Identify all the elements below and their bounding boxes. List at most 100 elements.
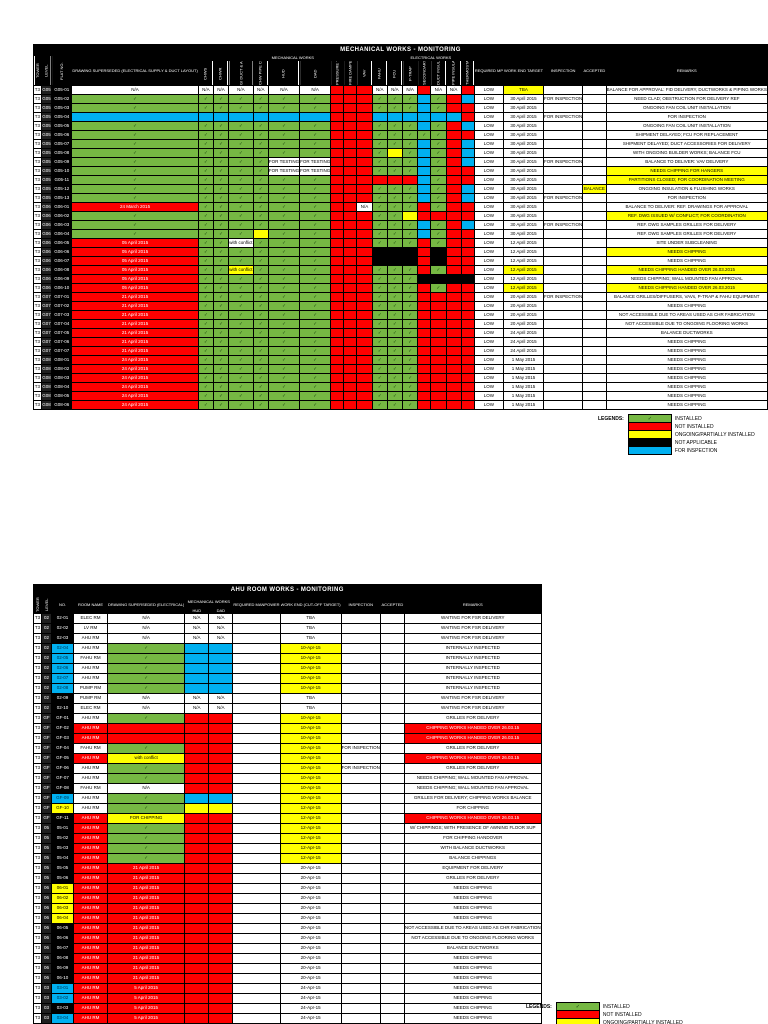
cell [445, 337, 462, 347]
cell [343, 283, 358, 293]
column-header: P-TRAP [402, 60, 418, 86]
cell: ✓ [197, 211, 214, 221]
cell [232, 663, 281, 674]
cell: AHU RM [73, 753, 108, 764]
cell [208, 853, 234, 864]
legend-bottom-label: LEGENDS: [526, 1004, 552, 1010]
cell [582, 247, 607, 257]
cell [379, 863, 405, 874]
cell: ✓ [252, 292, 269, 302]
cell: 30 April 2015 [503, 157, 545, 167]
cell [379, 703, 405, 714]
cell: 12 April 2015 [503, 265, 545, 275]
cell: INTERNALLY INSPECTED [403, 663, 542, 674]
cell [330, 166, 345, 176]
cell [232, 703, 281, 714]
cell [343, 85, 358, 95]
cell: LOW [473, 166, 505, 176]
cell [417, 319, 432, 329]
cell: AHU RM [73, 913, 108, 924]
cell [340, 803, 381, 814]
cell: BALANCE GRILLES/DIFFUSERS, VAVs, P-TRAP … [605, 292, 768, 302]
cell: ✓ [402, 364, 419, 374]
cell [208, 653, 234, 664]
cell: ✓ [402, 337, 419, 347]
cell: FOR CHIPPING [106, 813, 186, 824]
cell: ✓ [430, 283, 447, 293]
cell: T3 [33, 883, 42, 894]
cell: N/A [299, 85, 332, 95]
cell: N/A [106, 783, 186, 794]
cell: TBA [279, 623, 342, 634]
cell: LOW [473, 346, 505, 356]
ahu-room-table-wrap: AHU ROOM WORKS - MONITORING TOWER LEVEL NO.… [33, 584, 542, 1024]
cell: LOW [473, 220, 505, 230]
legend-item: ✓ INSTALLED [555, 1002, 684, 1011]
cell [445, 256, 462, 266]
cell [340, 1003, 381, 1014]
cell [208, 783, 234, 794]
cell: ✓ [402, 373, 419, 383]
cell: T3 [33, 863, 42, 874]
cell: NEEDS CHIPPING [605, 337, 768, 347]
cell [379, 1003, 405, 1014]
cell: ✓ [228, 139, 254, 149]
cell [330, 400, 345, 410]
cell: ✓ [197, 328, 214, 338]
cell [343, 202, 358, 212]
cell [340, 893, 381, 904]
cell [379, 983, 405, 994]
cell: AHU RM [73, 723, 108, 734]
cell: 24 April 2015 [71, 400, 199, 410]
flat-status-row: T3 G07 G07-07 21 April 2015 ✓ ✓ ✓ ✓ ✓ ✓ ✓ ✓ ✓ LOW 24 A… [33, 346, 768, 356]
cell: ✓ [252, 301, 269, 311]
cell: ✓ [71, 220, 199, 230]
cell [582, 319, 607, 329]
cell: ✓ [402, 202, 419, 212]
cell [445, 184, 462, 194]
room-status-row: T3 02 02-04 AHU RM ✓ 10-Apr-15 INTERNALLY INSP… [33, 643, 542, 654]
cell: 21 April 2015 [106, 923, 186, 934]
cell: ✓ [197, 175, 214, 185]
cell [445, 148, 462, 158]
legend-swatch [555, 1010, 600, 1019]
cell: ✓ [386, 193, 404, 203]
cell: G07 [40, 337, 53, 347]
cell: G08-05 [51, 391, 73, 401]
cell: ✓ [212, 355, 230, 365]
cell: ✓ [386, 274, 404, 284]
cell: 1 May 2015 [503, 391, 545, 401]
cell: 05-02 [51, 833, 74, 844]
cell: LOW [473, 400, 505, 410]
cell: W/ CHIPPINGS; WITH PRESENCE OF AWNING FL… [403, 823, 542, 834]
cell: ✓ [197, 157, 214, 167]
cell [330, 301, 345, 311]
cell: ✓ [252, 130, 269, 140]
column-header: LEVEL [41, 55, 52, 86]
room-status-row: T3 06 06-05 AHU RM 21 April 2015 20-Apr-15 NOT… [33, 923, 542, 934]
cell: T3 [33, 103, 42, 113]
cell: TBA [279, 693, 342, 704]
cell: T3 [33, 773, 42, 784]
cell [445, 400, 462, 410]
cell [417, 373, 432, 383]
cell [460, 391, 475, 401]
cell: ✓ [197, 346, 214, 356]
cell: G08-01 [51, 355, 73, 365]
flat-status-row: T3 G05 G05-05 ✓ ✓ ✓ ✓ ✓ ✓ ✓ ✓ ✓ ✓ ✓ LOW 30 April 2015 ON… [33, 121, 768, 131]
cell [582, 337, 607, 347]
column-header: WORK END TARGET [503, 55, 545, 86]
column-header: NO. [51, 595, 74, 614]
cell: ✓ [430, 148, 447, 158]
cell [232, 1013, 281, 1024]
cell: T3 [33, 283, 42, 293]
cell [543, 103, 584, 113]
cell: ✓ [71, 157, 199, 167]
cell: 20-Apr-15 [279, 963, 342, 974]
cell [184, 733, 210, 744]
cell [330, 274, 345, 284]
cell [356, 184, 373, 194]
cell: ✓ [430, 202, 447, 212]
cell: LOW [473, 193, 505, 203]
cell: T3 [33, 683, 42, 694]
